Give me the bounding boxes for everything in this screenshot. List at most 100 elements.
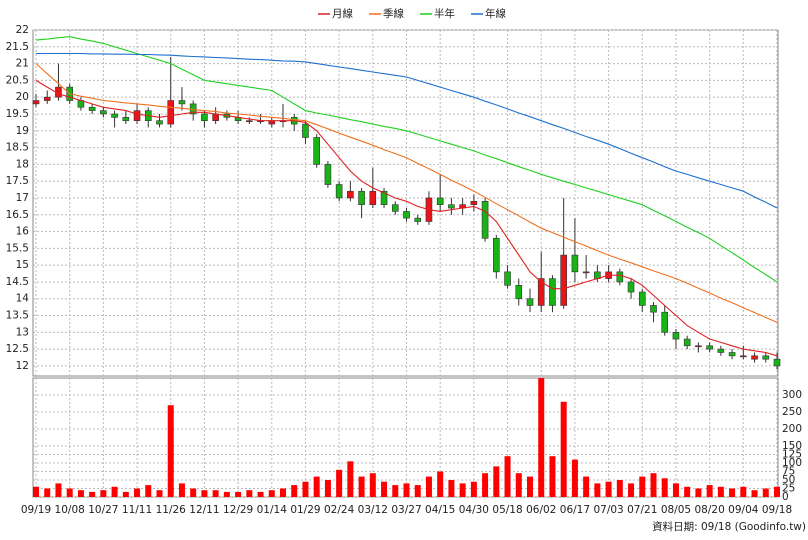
candle-body bbox=[111, 113, 118, 118]
y-tick-label: 21.5 bbox=[6, 41, 29, 53]
candle-body bbox=[414, 217, 422, 222]
volume-bar bbox=[313, 476, 320, 497]
y2-tick-label: 100 bbox=[782, 457, 802, 469]
candle-body bbox=[571, 254, 579, 273]
y-tick-label: 20 bbox=[16, 91, 29, 103]
candle-body bbox=[537, 278, 545, 306]
candle-body bbox=[167, 100, 175, 125]
x-tick-label: 06/17 bbox=[560, 504, 590, 516]
candle-body bbox=[650, 305, 657, 313]
volume-bar bbox=[650, 473, 657, 497]
x-tick-label: 04/15 bbox=[425, 504, 455, 516]
volume-bar bbox=[257, 491, 264, 497]
y2-tick-label: 300 bbox=[782, 389, 802, 401]
volume-bar bbox=[235, 491, 242, 497]
footer: 資料日期: 09/18 (Goodinfo.tw) bbox=[652, 520, 806, 533]
candle-body bbox=[403, 211, 410, 219]
candle-body bbox=[88, 106, 96, 111]
candle-body bbox=[695, 345, 702, 348]
y-tick-label: 15.5 bbox=[6, 242, 29, 254]
ma-line bbox=[36, 52, 778, 209]
volume-bar bbox=[661, 478, 668, 497]
x-tick-label: 03/27 bbox=[391, 504, 421, 516]
x-tick-label: 06/02 bbox=[526, 504, 556, 516]
x-tick-label: 05/18 bbox=[492, 504, 522, 516]
x-tick-label: 12/29 bbox=[223, 504, 253, 516]
candle-body bbox=[246, 120, 253, 122]
volume-bar bbox=[470, 481, 477, 497]
legend-label: 年線 bbox=[485, 7, 506, 20]
volume-bar bbox=[89, 491, 96, 497]
candle-body bbox=[32, 100, 40, 105]
x-tick-label: 07/03 bbox=[593, 504, 623, 516]
candle-body bbox=[481, 201, 489, 239]
candle-body bbox=[302, 123, 309, 138]
volume-bar bbox=[774, 486, 780, 497]
x-tick-label: 04/30 bbox=[459, 504, 489, 516]
y-tick-label: 18 bbox=[16, 158, 29, 170]
candle-body bbox=[369, 190, 377, 205]
volume-bar bbox=[717, 486, 724, 497]
volume-bar bbox=[504, 456, 511, 497]
volume-bar bbox=[616, 480, 623, 497]
x-tick-label: 10/27 bbox=[88, 504, 118, 516]
volume-bar bbox=[324, 480, 331, 497]
y-tick-label: 17 bbox=[16, 192, 29, 204]
candle-body bbox=[313, 137, 320, 165]
y-tick-label: 16.5 bbox=[6, 209, 29, 221]
y2-tick-label: 200 bbox=[782, 423, 802, 435]
volume-bar bbox=[369, 473, 376, 497]
volume-bar bbox=[706, 485, 713, 497]
volume-bar bbox=[66, 488, 73, 497]
ma-line bbox=[35, 36, 778, 283]
volume-bar bbox=[684, 486, 691, 497]
volume-bar bbox=[33, 486, 39, 497]
volume-bar bbox=[178, 483, 185, 497]
volume-bar bbox=[605, 481, 612, 497]
x-tick-label: 03/12 bbox=[358, 504, 388, 516]
x-tick-label: 12/11 bbox=[189, 504, 219, 516]
volume-bar bbox=[493, 466, 500, 497]
volume-bar bbox=[201, 490, 208, 497]
volume-bar bbox=[414, 485, 421, 497]
volume-bar bbox=[695, 488, 702, 497]
x-tick-label: 09/19 bbox=[21, 504, 51, 516]
candle-body bbox=[549, 278, 556, 306]
x-tick-label: 08/20 bbox=[695, 504, 725, 516]
volume-bar bbox=[538, 378, 545, 497]
candle-body bbox=[391, 204, 399, 212]
volume-bar bbox=[291, 485, 298, 497]
candle-body bbox=[560, 254, 567, 306]
volume-bar bbox=[560, 401, 567, 497]
x-tick-label: 01/14 bbox=[257, 504, 288, 516]
candle-body bbox=[358, 190, 365, 205]
x-tick-label: 09/04 bbox=[728, 504, 759, 516]
y2-tick-label: 50 bbox=[782, 474, 795, 486]
legend-label: 季線 bbox=[383, 7, 404, 20]
volume-bar bbox=[100, 490, 107, 497]
y2-tick-label: 150 bbox=[782, 440, 802, 452]
volume-bar bbox=[740, 486, 747, 497]
y-tick-label: 16 bbox=[16, 226, 30, 238]
volume-bar bbox=[336, 469, 343, 497]
candle-body bbox=[448, 204, 455, 209]
candle-body bbox=[100, 110, 107, 115]
y-tick-label: 14.5 bbox=[6, 276, 29, 288]
volume-bar bbox=[639, 476, 646, 497]
candle-body bbox=[740, 355, 747, 358]
candle-body bbox=[470, 201, 478, 205]
x-tick-label: 08/05 bbox=[661, 504, 691, 516]
candle-body bbox=[616, 271, 624, 283]
volume-bar bbox=[246, 490, 253, 497]
candle-body bbox=[751, 355, 758, 360]
y2-tick-label: 75 bbox=[782, 466, 795, 478]
volume-bar bbox=[527, 476, 533, 497]
candle-body bbox=[526, 298, 534, 306]
y-tick-label: 17.5 bbox=[6, 175, 29, 187]
y-tick-label: 20.5 bbox=[6, 74, 29, 86]
candle-body bbox=[717, 348, 725, 353]
candle-body bbox=[133, 110, 141, 121]
y2-tick-label: 125 bbox=[782, 449, 802, 461]
volume-bar bbox=[437, 471, 444, 497]
